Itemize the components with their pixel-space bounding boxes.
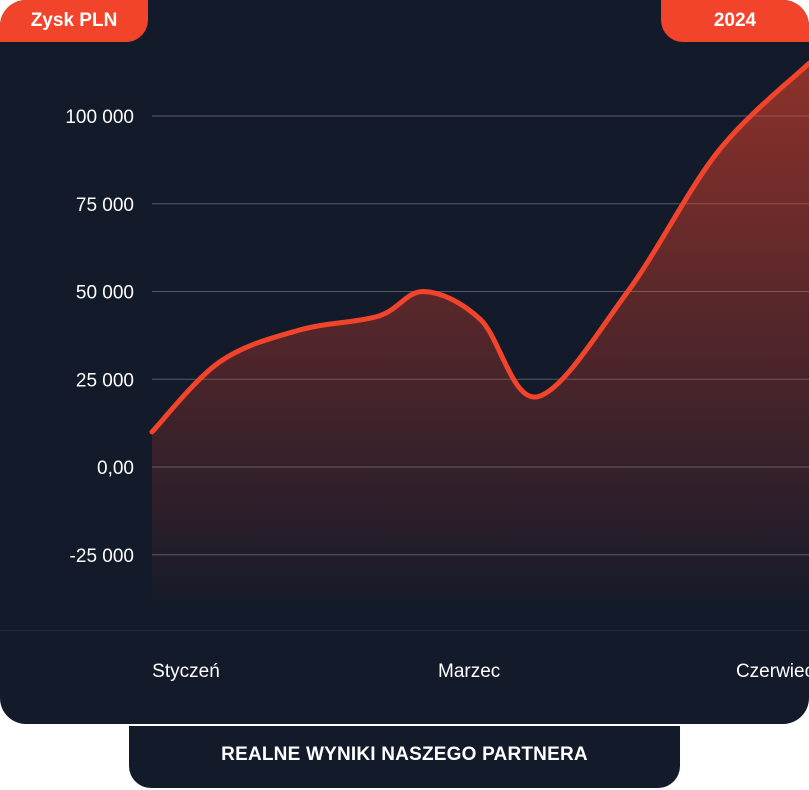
x-tick-label: Marzec [438,661,500,682]
caption-banner: REALNE WYNIKI NASZEGO PARTNERA [129,726,680,788]
y-tick-label: 25 000 [76,370,134,391]
profit-area [152,63,809,601]
y-tick-label: 0,00 [97,458,134,479]
data-point [716,149,721,154]
data-point [150,429,155,434]
data-point [535,394,540,399]
y-tick-label: 50 000 [76,283,134,304]
data-point [421,289,426,294]
chart-card: 100 000 75 000 50 000 25 000 0,00 -25 000 Sty… [0,0,809,724]
data-point [297,328,302,333]
data-point [478,317,483,322]
profit-chart: 100 000 75 000 50 000 25 000 0,00 -25 000 Sty… [65,60,809,682]
y-tick-label: 100 000 [65,107,134,128]
y-tick-label: 75 000 [76,195,134,216]
y-tick-label: -25 000 [70,546,134,567]
data-point [625,289,630,294]
x-tick-label: Styczeń [152,661,220,682]
year-badge: 2024 [661,0,809,42]
footer-divider [0,630,809,631]
data-point [376,314,381,319]
unit-badge: Zysk PLN [0,0,148,42]
data-point [217,359,222,364]
x-tick-label: Czerwiec [736,661,809,682]
profit-line [149,60,809,435]
